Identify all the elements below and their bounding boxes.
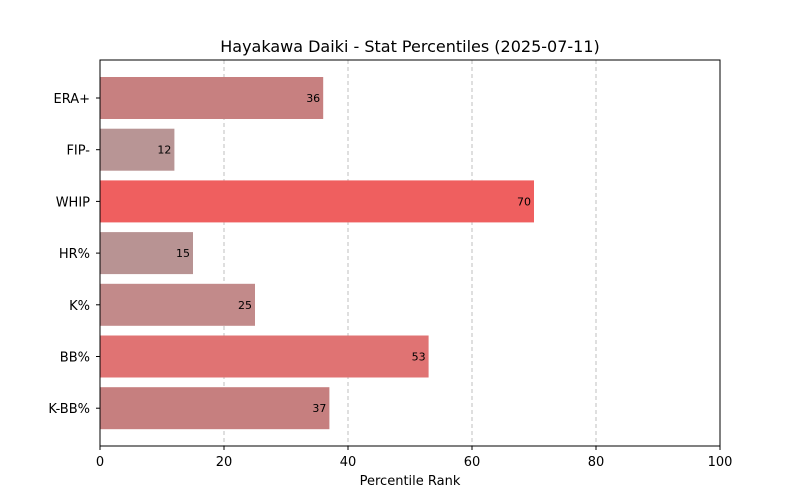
x-tick-label: 20 xyxy=(216,455,233,470)
data-label: 37 xyxy=(312,402,326,415)
bar-bb- xyxy=(100,335,429,378)
data-label: 25 xyxy=(238,299,252,312)
data-label: 53 xyxy=(412,351,426,364)
bar-era- xyxy=(100,77,324,119)
y-tick-label: K-BB% xyxy=(48,402,90,417)
bar-whip xyxy=(100,180,534,223)
x-tick-label: 0 xyxy=(96,455,104,470)
x-tick-label: 40 xyxy=(340,455,357,470)
grid-lines xyxy=(223,60,597,446)
y-tick-label: HR% xyxy=(59,247,90,262)
bar-fip- xyxy=(100,128,175,171)
x-tick-label: 100 xyxy=(708,455,733,470)
x-axis: 0 20 40 60 80 100 xyxy=(96,446,733,470)
bars xyxy=(100,77,534,430)
data-labels: 36 12 70 15 25 53 37 xyxy=(157,92,531,415)
x-tick-label: 60 xyxy=(464,455,481,470)
data-label: 12 xyxy=(157,144,171,157)
y-tick-label: WHIP xyxy=(56,195,90,210)
data-label: 70 xyxy=(517,195,531,208)
bar-k-bb- xyxy=(100,387,330,430)
y-tick-label: BB% xyxy=(60,351,90,366)
bar-hr- xyxy=(100,232,193,275)
y-tick-label: K% xyxy=(69,299,90,314)
data-label: 15 xyxy=(176,247,190,260)
x-tick-label: 80 xyxy=(588,455,605,470)
chart-title: Hayakawa Daiki - Stat Percentiles (2025-… xyxy=(220,37,600,56)
data-label: 36 xyxy=(306,92,320,105)
y-axis: ERA+ FIP- WHIP HR% K% BB% K-BB% xyxy=(48,92,100,417)
x-axis-label: Percentile Rank xyxy=(360,474,461,489)
bar-k- xyxy=(100,283,255,326)
y-tick-label: FIP- xyxy=(66,144,90,159)
y-tick-label: ERA+ xyxy=(53,92,90,107)
